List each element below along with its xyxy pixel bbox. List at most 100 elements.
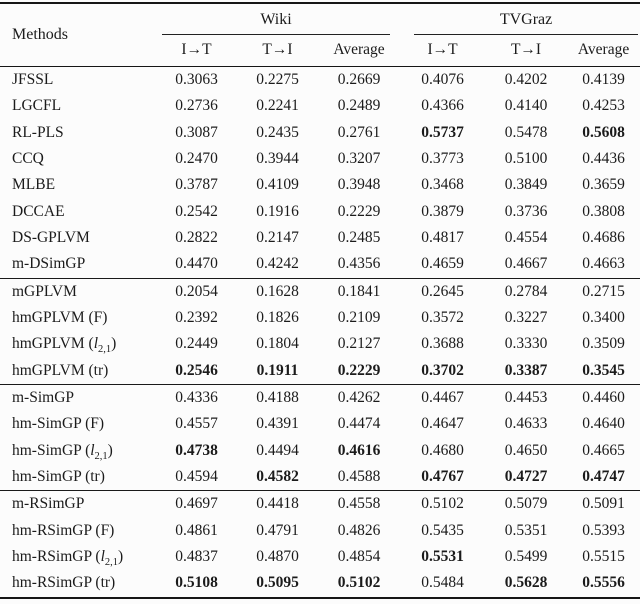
value-cell: 0.4253	[582, 97, 625, 115]
value-cell: 0.2449	[175, 335, 218, 353]
value-cell: 0.4738	[175, 441, 218, 459]
value-cell: 0.2241	[256, 97, 299, 115]
value-cell: 0.4470	[175, 255, 218, 273]
value-cell: 0.1628	[256, 282, 299, 300]
value-cell: 0.4467	[421, 389, 464, 407]
value-cell: 0.4418	[256, 495, 299, 513]
value-cell: 0.4588	[337, 468, 381, 486]
table-row: JFSSL 0.3063 0.2275 0.2669 0.4076 0.4202 0.413…	[0, 67, 640, 94]
value-cell: 0.5478	[504, 123, 548, 141]
value-cell: 0.4356	[337, 255, 381, 273]
col-header-wiki-img2txt: I→T	[181, 41, 212, 58]
value-cell: 0.4242	[256, 255, 299, 273]
value-cell: 0.4076	[421, 71, 464, 89]
col-header-tvgraz-txt2img: T→I	[510, 41, 542, 58]
section-baseline-methods: JFSSL 0.3063 0.2275 0.2669 0.4076 0.4202 0.413…	[0, 66, 640, 279]
value-cell: 0.3509	[582, 335, 625, 353]
value-cell: 0.4826	[337, 521, 381, 539]
value-cell: 0.3330	[504, 335, 548, 353]
value-cell: 0.4747	[582, 468, 625, 486]
method-cell: mGPLVM	[12, 282, 77, 300]
value-cell: 0.4554	[504, 229, 548, 247]
method-cell: m-RSimGP	[12, 495, 85, 513]
value-cell: 0.4854	[337, 548, 381, 565]
value-cell: 0.2127	[337, 335, 381, 353]
value-cell: 0.5351	[504, 521, 548, 539]
value-cell: 0.3572	[421, 309, 464, 327]
value-cell: 0.4861	[175, 521, 218, 539]
section-gplvm-methods: mGPLVM 0.2054 0.1628 0.1841 0.2645 0.2784 0.27…	[0, 278, 640, 384]
value-cell: 0.1911	[256, 361, 299, 379]
method-cell: hm-SimGP (l2,1)	[12, 441, 113, 462]
value-cell: 0.2229	[337, 361, 381, 379]
value-cell: 0.3849	[504, 176, 548, 194]
value-cell: 0.2784	[504, 282, 548, 300]
value-cell: 0.5556	[582, 574, 625, 592]
value-cell: 0.3948	[337, 176, 381, 194]
value-cell: 0.4633	[504, 415, 548, 433]
column-header-row: I→T T→I Average I→T T→I Average	[0, 35, 640, 67]
value-cell: 0.4140	[504, 97, 548, 115]
method-cell: MLBE	[12, 176, 56, 194]
methods-header: Methods	[12, 26, 68, 43]
tvgraz-group-rule: TVGraz	[414, 4, 639, 35]
value-cell: 0.4616	[337, 441, 381, 459]
table-row: LGCFL 0.2736 0.2241 0.2489 0.4366 0.4140 0.425…	[0, 93, 640, 119]
method-cell: hm-SimGP (F)	[12, 415, 105, 433]
table-row: hmGPLVM (tr) 0.2546 0.1911 0.2229 0.3702 0.33…	[0, 358, 640, 385]
value-cell: 0.2275	[256, 71, 299, 89]
value-cell: 0.5531	[421, 548, 464, 565]
section-rsimgp-methods: m-RSimGP 0.4697 0.4418 0.4558 0.5102 0.5079 0.…	[0, 490, 640, 598]
table-row: DS-GPLVM 0.2822 0.2147 0.2485 0.4817 0.4554 0.…	[0, 225, 640, 251]
value-cell: 0.1916	[256, 202, 299, 220]
col-header-wiki-txt2img: T→I	[262, 41, 293, 58]
group-header-tvgraz: TVGraz	[400, 3, 640, 35]
value-cell: 0.4594	[175, 468, 218, 486]
value-cell: 0.5100	[504, 150, 548, 168]
value-cell: 0.4837	[175, 548, 218, 565]
method-cell: hm-RSimGP (tr)	[12, 574, 116, 592]
value-cell: 0.3787	[175, 176, 218, 194]
value-cell: 0.4659	[421, 255, 464, 273]
value-cell: 0.1826	[256, 309, 299, 327]
value-cell: 0.2109	[337, 309, 381, 327]
value-cell: 0.2736	[175, 97, 218, 115]
value-cell: 0.3063	[175, 71, 218, 89]
value-cell: 0.5108	[175, 574, 218, 592]
value-cell: 0.5091	[582, 495, 625, 513]
value-cell: 0.2392	[175, 309, 218, 327]
value-cell: 0.4640	[582, 415, 625, 433]
table-row: RL-PLS 0.3087 0.2435 0.2761 0.5737 0.5478 0.56…	[0, 120, 640, 146]
wiki-group-rule: Wiki	[162, 4, 391, 35]
method-cell: RL-PLS	[12, 123, 64, 141]
value-cell: 0.4680	[421, 441, 464, 459]
table-row: DCCAE 0.2542 0.1916 0.2229 0.3879 0.3736 0.380…	[0, 199, 640, 225]
value-cell: 0.4109	[256, 176, 299, 194]
value-cell: 0.3773	[421, 150, 464, 168]
value-cell: 0.2822	[175, 229, 218, 247]
method-cell: DS-GPLVM	[12, 229, 90, 247]
method-cell: m-DSimGP	[12, 255, 86, 273]
value-cell: 0.4663	[582, 255, 625, 273]
value-cell: 0.4391	[256, 415, 299, 433]
method-cell: m-SimGP	[12, 389, 75, 407]
value-cell: 0.4453	[504, 389, 548, 407]
value-cell: 0.2645	[421, 282, 464, 300]
value-cell: 0.1841	[337, 282, 381, 300]
value-cell: 0.5608	[582, 123, 625, 141]
method-cell: hmGPLVM (F)	[12, 309, 108, 327]
value-cell: 0.5737	[421, 123, 464, 141]
value-cell: 0.2485	[337, 229, 381, 247]
value-cell: 0.2435	[256, 123, 299, 141]
table-row: hm-RSimGP (tr) 0.5108 0.5095 0.5102 0.5484 0.…	[0, 570, 640, 597]
table-row: MLBE 0.3787 0.4109 0.3948 0.3468 0.3849 0.3659	[0, 172, 640, 198]
value-cell: 0.4262	[337, 389, 381, 407]
value-cell: 0.4202	[504, 71, 548, 89]
method-cell: hm-SimGP (tr)	[12, 468, 105, 486]
value-cell: 0.5102	[337, 574, 381, 592]
col-header-wiki-average: Average	[333, 41, 385, 58]
table-row: m-SimGP 0.4336 0.4188 0.4262 0.4467 0.4453 0.4…	[0, 384, 640, 411]
table-row: mGPLVM 0.2054 0.1628 0.1841 0.2645 0.2784 0.27…	[0, 278, 640, 305]
value-cell: 0.5484	[421, 574, 464, 592]
